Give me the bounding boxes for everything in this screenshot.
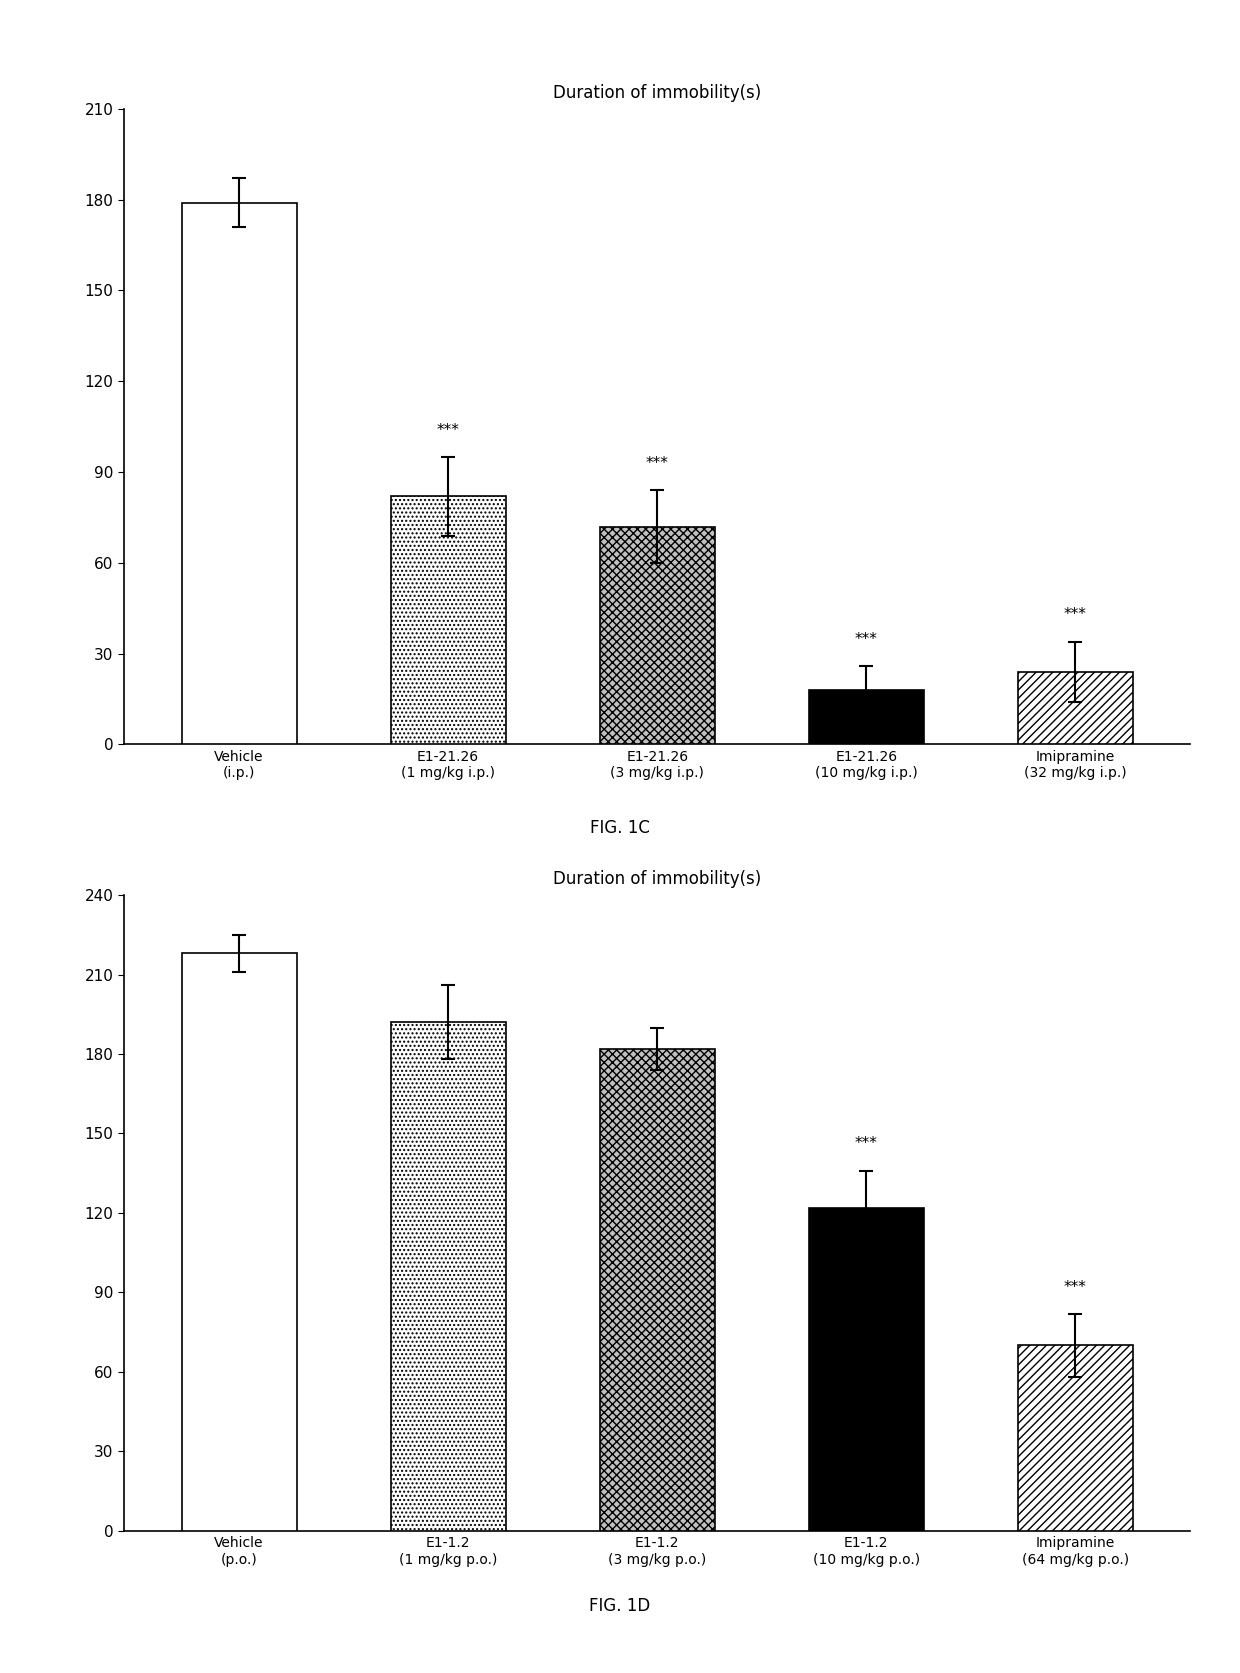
Title: Duration of immobility(s): Duration of immobility(s) — [553, 870, 761, 888]
Bar — [181, 954, 296, 1531]
Title: Duration of immobility(s): Duration of immobility(s) — [553, 84, 761, 102]
Bar — [808, 689, 924, 744]
Text: ***: *** — [1064, 1280, 1086, 1295]
Bar — [600, 527, 714, 744]
Bar — [1018, 1345, 1133, 1531]
Bar — [808, 1208, 924, 1531]
Bar — [181, 202, 296, 744]
Bar — [391, 497, 506, 744]
Bar — [600, 1049, 714, 1531]
Text: ***: *** — [1064, 607, 1086, 622]
Bar — [1018, 673, 1133, 744]
Text: FIG. 1D: FIG. 1D — [589, 1598, 651, 1614]
Bar — [391, 1022, 506, 1531]
Text: ***: *** — [854, 632, 878, 647]
Text: ***: *** — [854, 1136, 878, 1151]
Text: FIG. 1C: FIG. 1C — [590, 820, 650, 836]
Text: ***: *** — [436, 423, 460, 438]
Text: ***: *** — [646, 457, 668, 472]
